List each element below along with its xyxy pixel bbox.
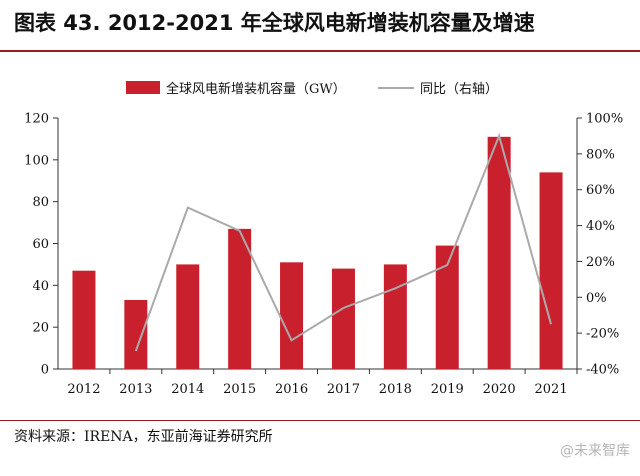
growth-line	[134, 132, 552, 352]
x-tick-label: 2014	[171, 382, 204, 397]
x-tick-label: 2012	[67, 382, 100, 397]
bar	[331, 268, 355, 369]
x-tick-label: 2021	[535, 382, 568, 397]
bar	[72, 270, 96, 369]
legend-label-line: 同比（右轴）	[420, 82, 498, 97]
y-tick-label-right: 20%	[586, 255, 615, 270]
bar	[487, 136, 511, 369]
y-tick-label-right: 80%	[586, 147, 615, 162]
x-tick-label: 2015	[223, 382, 256, 397]
y-tick-label-right: 100%	[586, 112, 623, 127]
title-divider	[0, 50, 640, 52]
y-tick-label-right: 0%	[586, 291, 607, 306]
legend-label-bar: 全球风电新增装机容量（GW）	[166, 81, 346, 97]
bar	[124, 299, 148, 369]
watermark-text: @未来智库	[560, 443, 630, 459]
legend-swatch-bar	[126, 81, 160, 94]
x-tick-label: 2017	[327, 382, 360, 397]
y-tick-label-right: -20%	[586, 327, 619, 342]
chart-title: 图表 43. 2012-2021 年全球风电新增装机容量及增速	[14, 11, 535, 35]
source-divider	[0, 420, 640, 421]
y-tick-label-right: 60%	[586, 183, 615, 198]
bar	[435, 245, 459, 369]
y-tick-label-left: 80	[32, 195, 49, 210]
bar-line-chart: 0 20 40 60 80 100 120 -40% -20% 0% 20% 40% 60% 80% 100…	[24, 81, 623, 397]
source-note: 资料来源：IRENA，东亚前海证券研究所	[14, 429, 273, 445]
y-tick-label-left: 0	[41, 363, 49, 378]
bar	[176, 264, 200, 369]
y-tick-label-left: 120	[24, 112, 49, 127]
bar	[280, 262, 304, 369]
x-tick-label: 2019	[431, 382, 464, 397]
bar	[383, 264, 407, 369]
y-tick-label-left: 40	[32, 279, 49, 294]
bar	[228, 228, 252, 369]
y-tick-label-right: 40%	[586, 219, 615, 234]
y-tick-label-left: 20	[32, 321, 49, 336]
bar	[539, 172, 563, 369]
x-tick-label: 2013	[119, 382, 152, 397]
y-tick-label-left: 100	[24, 153, 49, 168]
x-tick-label: 2018	[379, 382, 412, 397]
y-tick-label-left: 60	[32, 237, 49, 252]
x-tick-label: 2016	[275, 382, 308, 397]
x-tick-label: 2020	[483, 382, 516, 397]
y-tick-label-right: -40%	[586, 363, 619, 378]
